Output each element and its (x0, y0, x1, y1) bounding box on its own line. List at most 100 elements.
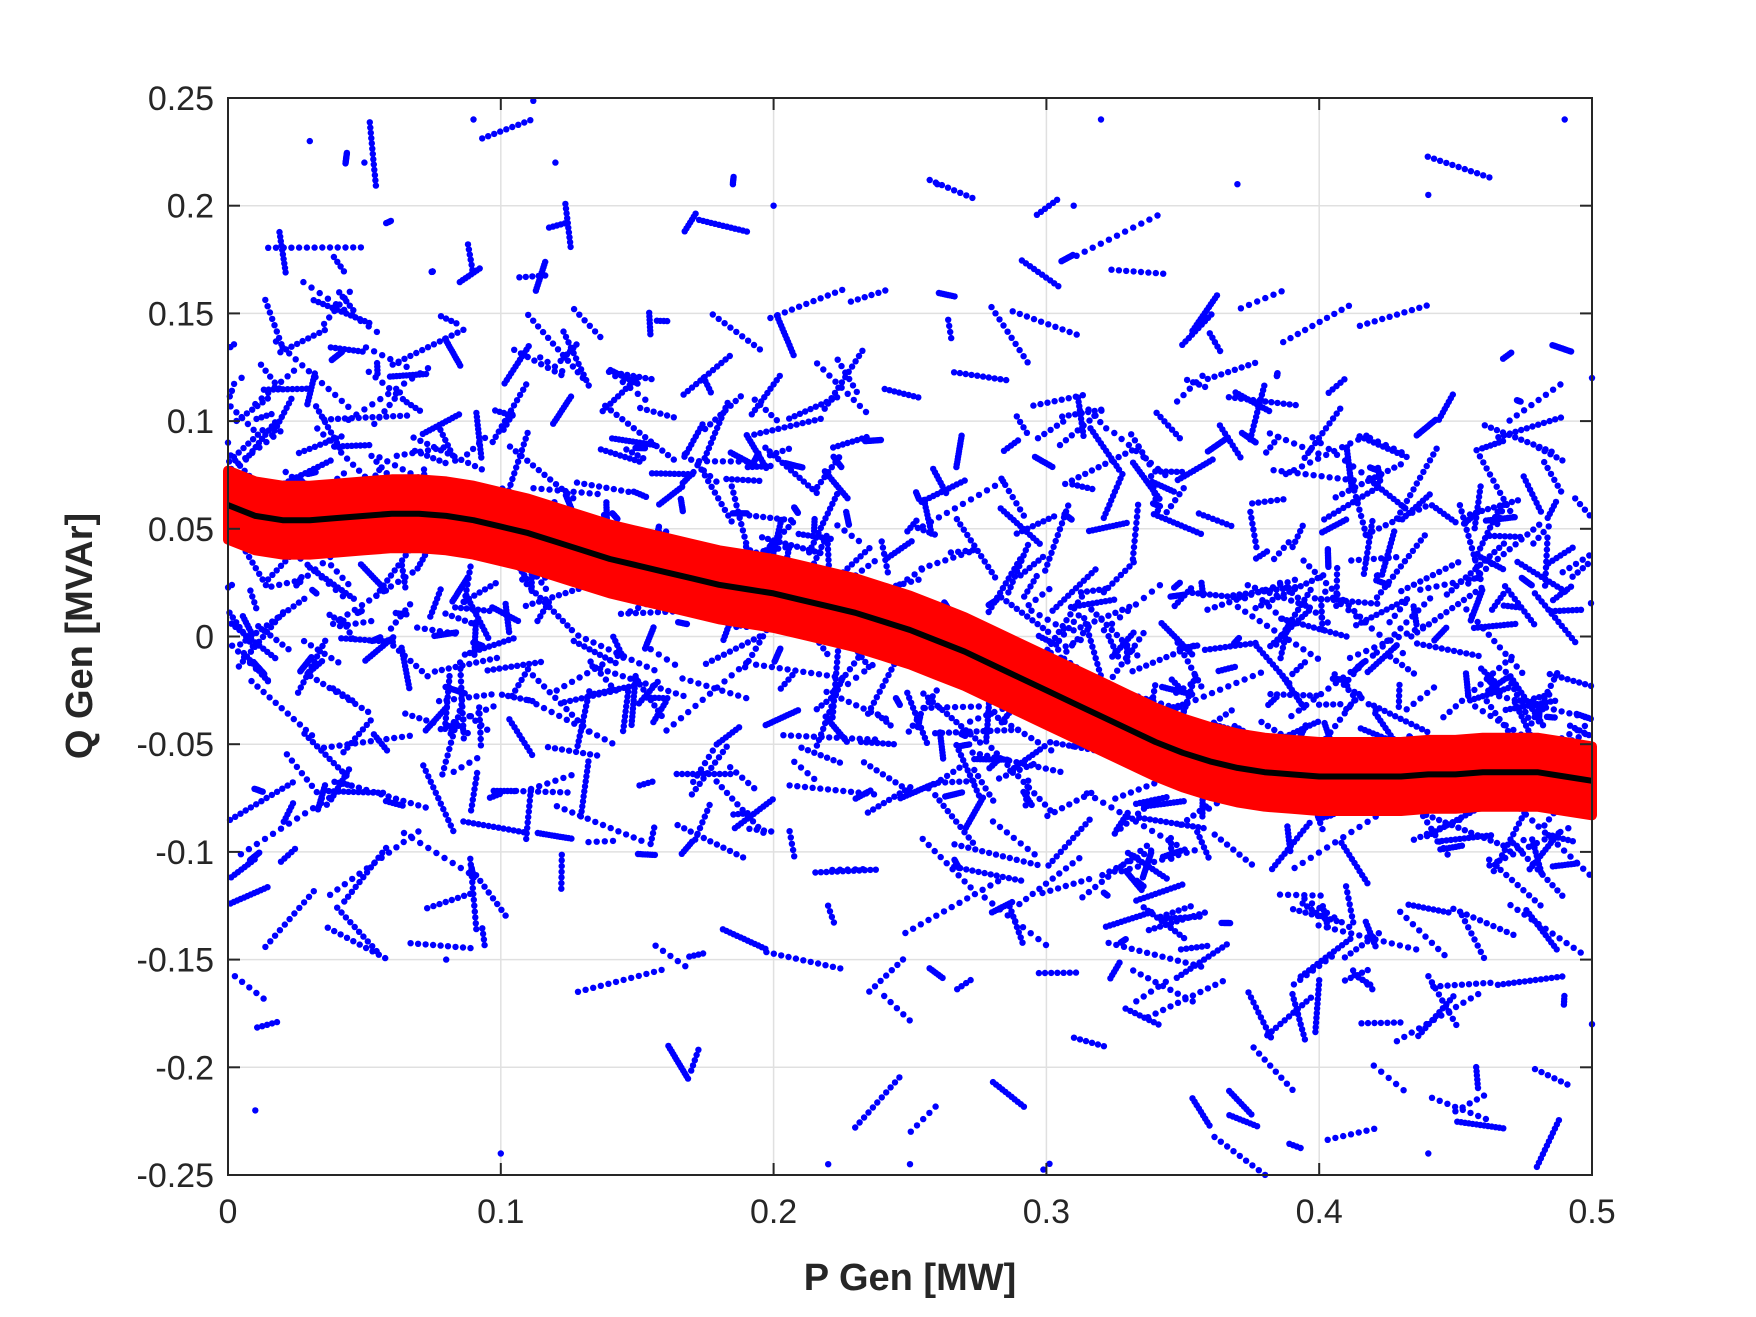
scatter-point (1088, 606, 1095, 613)
scatter-point (315, 408, 323, 415)
scatter-point (1431, 617, 1438, 624)
scatter-point (1231, 663, 1239, 671)
scatter-point (670, 721, 677, 728)
scatter-point (1061, 844, 1069, 851)
scatter-point (1252, 439, 1259, 446)
scatter-point (878, 1094, 885, 1101)
scatter-point (1284, 891, 1292, 898)
scatter-point (582, 703, 590, 710)
scatter-point (471, 462, 479, 470)
scatter-point (813, 742, 821, 749)
scatter-point (234, 648, 242, 655)
scatter-point (476, 704, 483, 711)
scatter-point (531, 357, 538, 364)
scatter-point (358, 704, 365, 712)
scatter-point (1263, 548, 1271, 555)
scatter-point (1068, 477, 1076, 484)
scatter-point (983, 487, 991, 494)
scatter-point (1442, 565, 1449, 572)
scatter-point (469, 445, 477, 453)
scatter-point (890, 741, 897, 748)
scatter-point (728, 476, 736, 483)
scatter-point (386, 401, 393, 409)
scatter-point (1430, 684, 1438, 691)
scatter-point (451, 453, 458, 460)
scatter-point (1289, 990, 1296, 998)
scatter-point (1249, 500, 1256, 507)
scatter-point (430, 455, 437, 462)
scatter-point (1479, 540, 1486, 547)
scatter-point (1330, 510, 1338, 517)
scatter-point (437, 942, 444, 949)
scatter-point (1159, 953, 1166, 960)
scatter-point (403, 412, 411, 419)
scatter-point (1176, 435, 1184, 442)
scatter-point (1230, 1148, 1237, 1155)
scatter-point (1487, 703, 1495, 711)
scatter-point (376, 413, 383, 421)
scatter-point (964, 531, 971, 539)
scatter-point (371, 166, 378, 173)
scatter-point (1450, 647, 1458, 655)
scatter-point (1429, 571, 1437, 579)
scatter-point (763, 428, 770, 435)
scatter-point (785, 523, 792, 531)
scatter-point (264, 576, 272, 583)
scatter-point (1255, 499, 1262, 506)
scatter-point (1456, 649, 1464, 656)
scatter-point (1425, 621, 1433, 628)
scatter-point (475, 821, 482, 828)
scatter-point (1505, 980, 1512, 987)
scatter-point (1205, 953, 1212, 960)
scatter-point (1368, 614, 1375, 621)
scatter-point (328, 743, 335, 750)
scatter-point (1544, 514, 1551, 522)
scatter-point (843, 508, 850, 516)
scatter-point (696, 780, 703, 787)
scatter-point (445, 816, 452, 824)
scatter-point (786, 828, 793, 835)
scatter-point (1167, 845, 1175, 852)
scatter-point (1530, 441, 1537, 448)
scatter-point (715, 495, 722, 502)
scatter-point (958, 723, 965, 730)
scatter-point (1340, 834, 1347, 841)
scatter-point (326, 891, 334, 898)
scatter-point (1237, 305, 1245, 312)
scatter-point (826, 372, 833, 379)
scatter-point (448, 612, 456, 620)
scatter-point (939, 974, 946, 982)
scatter-point (1132, 601, 1140, 608)
scatter-point (1314, 912, 1322, 920)
scatter-point (844, 680, 852, 688)
scatter-point (331, 927, 338, 935)
scatter-point (1436, 1097, 1443, 1105)
scatter-point (1130, 629, 1137, 636)
scatter-point (943, 710, 951, 718)
scatter-point (919, 729, 927, 736)
scatter-point (750, 636, 757, 643)
scatter-point (250, 426, 257, 433)
scatter-point (324, 424, 332, 431)
scatter-point (468, 619, 475, 627)
scatter-point (1197, 530, 1205, 537)
scatter-point (896, 1074, 903, 1081)
scatter-point (288, 473, 296, 481)
scatter-point (1195, 510, 1203, 517)
scatter-point (1122, 450, 1129, 457)
scatter-point (1360, 570, 1368, 577)
scatter-point (1196, 913, 1203, 920)
scatter-point (1197, 963, 1205, 970)
scatter-point (442, 315, 450, 322)
scatter-point (714, 654, 722, 661)
scatter-point (340, 470, 348, 477)
scatter-point (693, 1051, 700, 1059)
scatter-point (663, 412, 671, 419)
scatter-point (695, 1046, 702, 1054)
scatter-point (870, 806, 877, 813)
scatter-point (1499, 429, 1507, 436)
scatter-point (549, 594, 556, 601)
scatter-point (1503, 871, 1510, 879)
scatter-point (1544, 464, 1551, 472)
scatter-point (923, 739, 931, 746)
